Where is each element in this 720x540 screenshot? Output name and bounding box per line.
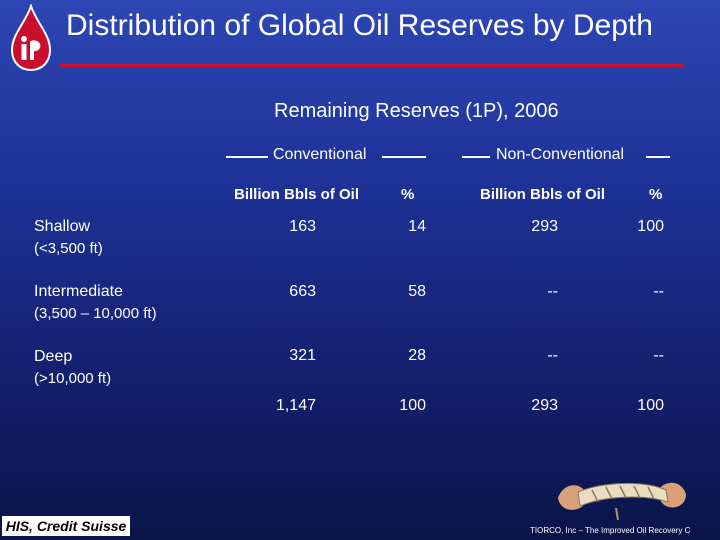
- row-sublabel-text: (>10,000 ft): [34, 370, 112, 387]
- source-label: HIS, Credit Suisse: [2, 516, 130, 536]
- row-label-intermediate: Intermediate (3,500 – 10,000 ft): [34, 281, 157, 325]
- conventional-group-label: Conventional: [273, 146, 367, 163]
- company-logo-icon: [10, 4, 52, 72]
- conventional-rule-right: [382, 156, 426, 158]
- cell-intermediate-nonconv-volume: --: [547, 283, 558, 300]
- rope-hands-image: [558, 482, 686, 521]
- row-sublabel-text: (3,500 – 10,000 ft): [34, 305, 157, 322]
- cell-intermediate-conv-volume: 663: [289, 283, 316, 300]
- cell-intermediate-nonconv-pct: --: [653, 283, 664, 300]
- conventional-rule-left: [226, 156, 268, 158]
- slide-title: Distribution of Global Oil Reserves by D…: [66, 9, 653, 42]
- col-header-nonconventional-volume: Billion Bbls of Oil: [480, 186, 605, 203]
- cell-deep-nonconv-pct: --: [653, 347, 664, 364]
- nonconventional-rule-left: [462, 156, 490, 158]
- row-label-text: Deep: [34, 348, 73, 365]
- total-nonconv-pct: 100: [637, 397, 664, 414]
- nonconventional-group-label: Non-Conventional: [496, 146, 625, 163]
- cell-shallow-nonconv-pct: 100: [637, 218, 664, 235]
- title-underline: [60, 64, 684, 67]
- cell-intermediate-conv-pct: 58: [408, 283, 426, 300]
- col-header-conventional-pct: %: [401, 186, 415, 203]
- cell-deep-nonconv-volume: --: [547, 347, 558, 364]
- nonconventional-rule-right: [646, 156, 670, 158]
- cell-deep-conv-volume: 321: [289, 347, 316, 364]
- footer-company-text: TIORCO, Inc – The Improved Oil Recovery …: [530, 526, 691, 535]
- col-header-nonconventional-pct: %: [649, 186, 663, 203]
- cell-shallow-conv-volume: 163: [289, 218, 316, 235]
- row-label-text: Shallow: [34, 218, 91, 235]
- cell-shallow-conv-pct: 14: [408, 218, 426, 235]
- cell-shallow-nonconv-volume: 293: [531, 218, 558, 235]
- total-conv-pct: 100: [399, 397, 426, 414]
- row-sublabel-text: (<3,500 ft): [34, 240, 103, 257]
- slide-subtitle: Remaining Reserves (1P), 2006: [274, 100, 559, 122]
- total-nonconv-volume: 293: [531, 397, 558, 414]
- cell-deep-conv-pct: 28: [408, 347, 426, 364]
- row-label-deep: Deep (>10,000 ft): [34, 346, 111, 390]
- total-conv-volume: 1,147: [275, 397, 316, 414]
- row-label-shallow: Shallow (<3,500 ft): [34, 216, 103, 260]
- col-header-conventional-volume: Billion Bbls of Oil: [234, 186, 359, 203]
- row-label-text: Intermediate: [34, 283, 123, 300]
